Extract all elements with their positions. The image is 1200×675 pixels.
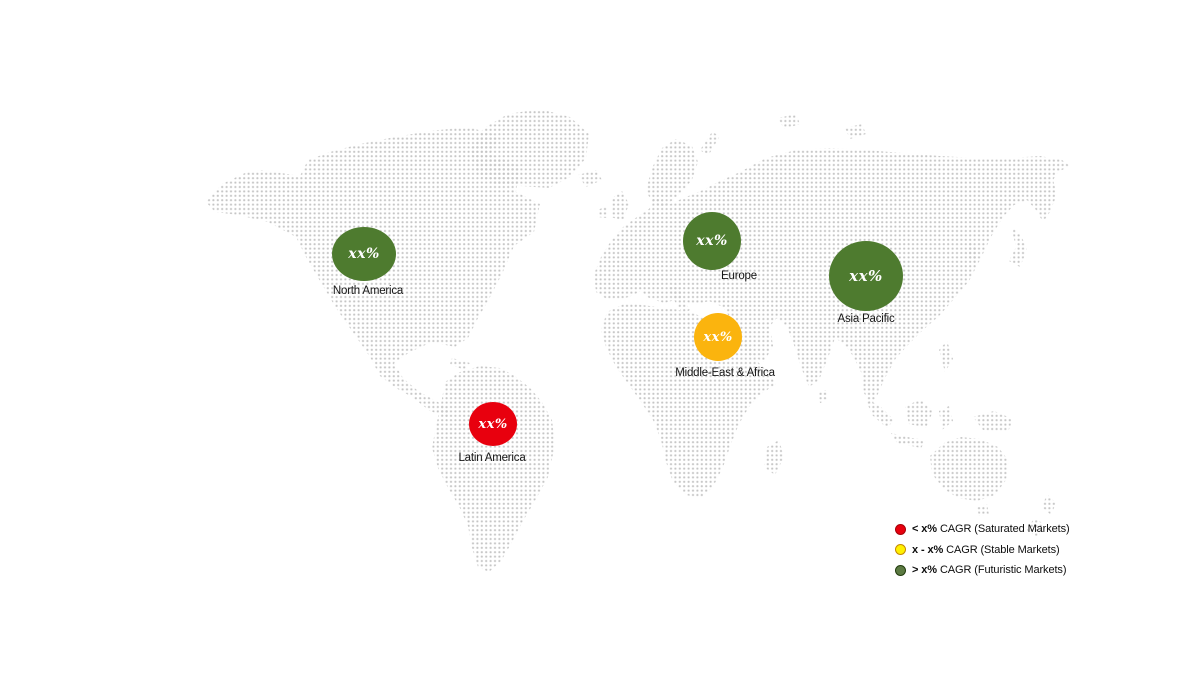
legend-category: CAGR (Saturated Markets) bbox=[936, 523, 1070, 536]
legend-marker-icon bbox=[895, 564, 906, 576]
bubble-latin-america: xx% bbox=[469, 402, 517, 446]
island-ireland bbox=[597, 205, 608, 218]
island-novaya-zemlya bbox=[700, 132, 720, 156]
legend-cagr-range: > x% bbox=[912, 564, 937, 577]
legend-category: CAGR (Futuristic Markets) bbox=[936, 564, 1067, 577]
legend-item: < x% CAGR (Saturated Markets) bbox=[895, 519, 1070, 540]
legend-label: < x% CAGR (Saturated Markets) bbox=[912, 523, 1070, 535]
island-japan bbox=[1009, 226, 1027, 267]
bubble-middle-east-africa: xx% bbox=[694, 313, 742, 361]
island-severnaya-zemlya bbox=[845, 124, 866, 139]
region-label-north-america: North America bbox=[332, 285, 404, 297]
region-italy bbox=[668, 284, 690, 314]
island-svalbard bbox=[778, 114, 800, 129]
bubble-asia-pacific: xx% bbox=[829, 241, 903, 311]
island-new-guinea bbox=[973, 411, 1013, 432]
island-java bbox=[891, 433, 926, 448]
legend-category: CAGR (Stable Markets) bbox=[943, 543, 1060, 556]
island-borneo bbox=[905, 399, 933, 428]
legend-item: x - x% CAGR (Stable Markets) bbox=[895, 540, 1070, 561]
legend-marker-icon bbox=[895, 523, 906, 535]
region-label-middle-east-africa: Middle-East & Africa bbox=[675, 367, 775, 379]
bubble-value: xx% bbox=[849, 266, 883, 285]
legend-label: x - x% CAGR (Stable Markets) bbox=[912, 544, 1060, 556]
legend: < x% CAGR (Saturated Markets) x - x% CAGR… bbox=[895, 519, 1070, 581]
bubble-europe: xx% bbox=[683, 212, 741, 270]
bubble-north-america: xx% bbox=[332, 227, 396, 281]
bubble-value: xx% bbox=[696, 233, 728, 249]
legend-label: > x% CAGR (Futuristic Markets) bbox=[912, 564, 1067, 577]
island-philippines bbox=[939, 341, 953, 372]
region-label-europe: Europe bbox=[721, 270, 757, 282]
region-label-asia-pacific: Asia Pacific bbox=[837, 313, 895, 325]
continent-australia bbox=[930, 437, 1009, 501]
region-scandinavia bbox=[646, 139, 698, 207]
island-new-zealand-south bbox=[1027, 518, 1044, 538]
island-sulawesi bbox=[939, 406, 953, 430]
island-madagascar bbox=[764, 440, 784, 475]
island-tasmania bbox=[977, 504, 989, 516]
legend-item: > x% CAGR (Futuristic Markets) bbox=[895, 560, 1070, 581]
bubble-value: xx% bbox=[348, 246, 380, 262]
bubble-value: xx% bbox=[703, 329, 733, 345]
island-sumatra bbox=[866, 398, 894, 428]
region-label-latin-america: Latin America bbox=[458, 452, 526, 464]
island-great-britain bbox=[611, 191, 629, 221]
island-new-zealand-north bbox=[1042, 494, 1056, 515]
island-iceland bbox=[578, 170, 602, 187]
island-cuba bbox=[450, 358, 470, 370]
legend-cagr-range: < x% bbox=[912, 523, 937, 536]
continent-south-america bbox=[432, 366, 555, 572]
island-sri-lanka bbox=[818, 390, 828, 403]
region-korea bbox=[966, 241, 978, 263]
bubble-value: xx% bbox=[478, 416, 508, 432]
legend-cagr-range: x - x% bbox=[912, 543, 944, 556]
legend-marker-icon bbox=[895, 544, 906, 556]
island-greenland bbox=[470, 109, 589, 188]
